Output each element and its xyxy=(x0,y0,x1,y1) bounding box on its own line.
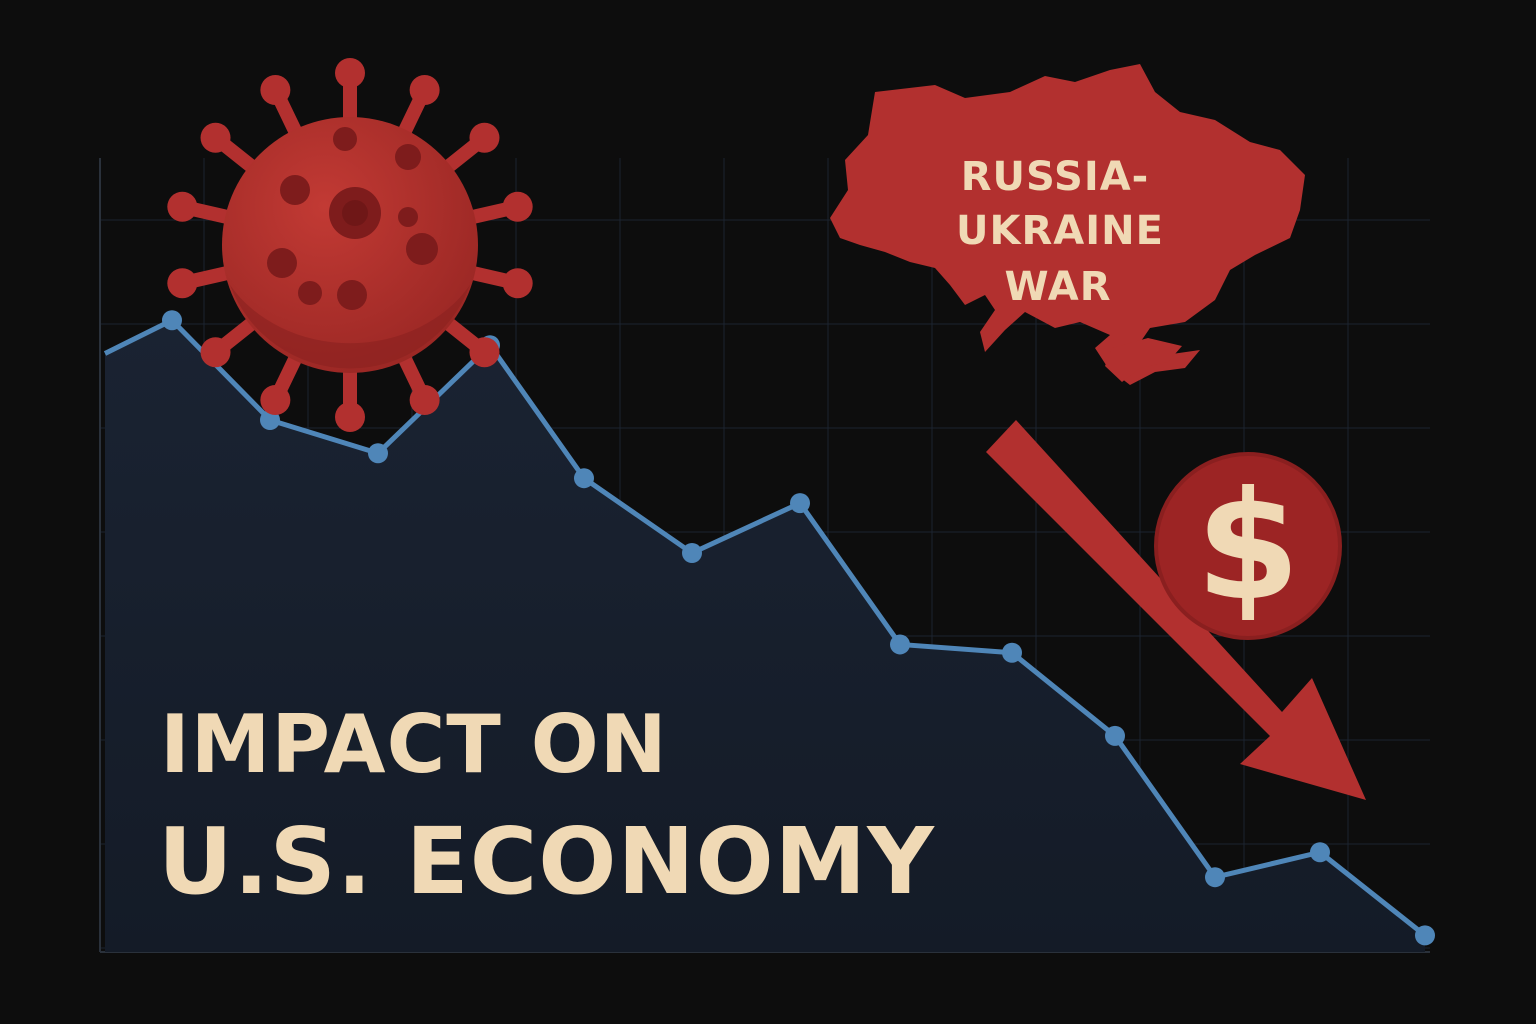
virus-spike-tip xyxy=(260,75,291,106)
virus-spike-tip xyxy=(167,191,198,222)
down-arrow-icon xyxy=(986,420,1366,800)
chart-point xyxy=(574,468,594,489)
map-label: RUSSIA- UKRAINE WAR xyxy=(956,154,1164,310)
map-label-line3: WAR xyxy=(1004,264,1111,310)
dollar-coin-icon: $ xyxy=(1154,452,1342,640)
headline: IMPACT ON U.S. ECONOMY xyxy=(158,698,935,915)
chart-point xyxy=(790,493,810,514)
chart-point xyxy=(1002,642,1022,663)
virus-spike-tip xyxy=(335,402,365,432)
chart-point xyxy=(682,543,702,563)
virus-spike-tip xyxy=(200,122,231,153)
headline-line1: IMPACT ON xyxy=(160,698,668,791)
chart-point xyxy=(1310,842,1330,863)
chart-point xyxy=(890,634,910,655)
chart-trend-line xyxy=(103,317,1427,938)
chart-point xyxy=(1205,867,1225,888)
map-label-line1: RUSSIA- xyxy=(961,154,1150,200)
chart-point xyxy=(1105,725,1125,746)
chart-point xyxy=(1415,925,1435,946)
ukraine-map-icon xyxy=(830,64,1305,385)
virus-icon xyxy=(167,58,533,432)
virus-spike-tip xyxy=(409,384,440,415)
virus-spike-tip xyxy=(335,58,365,88)
chart-point xyxy=(368,443,388,464)
virus-spike-tip xyxy=(409,75,440,106)
virus-spike-tip xyxy=(502,191,533,222)
chart-point xyxy=(260,410,280,430)
virus-spike-tip xyxy=(469,122,500,153)
virus-spike-tip xyxy=(167,268,198,299)
virus-spike-tip xyxy=(502,268,533,299)
virus-spike-tip xyxy=(200,337,231,368)
chart-area xyxy=(105,320,1425,952)
headline-line2: U.S. ECONOMY xyxy=(158,808,935,915)
map-label-line2: UKRAINE xyxy=(956,208,1164,254)
chart-point xyxy=(162,310,182,331)
dollar-symbol: $ xyxy=(1196,460,1300,634)
virus-spike-tip xyxy=(260,384,291,415)
virus-spike-tip xyxy=(469,337,500,368)
